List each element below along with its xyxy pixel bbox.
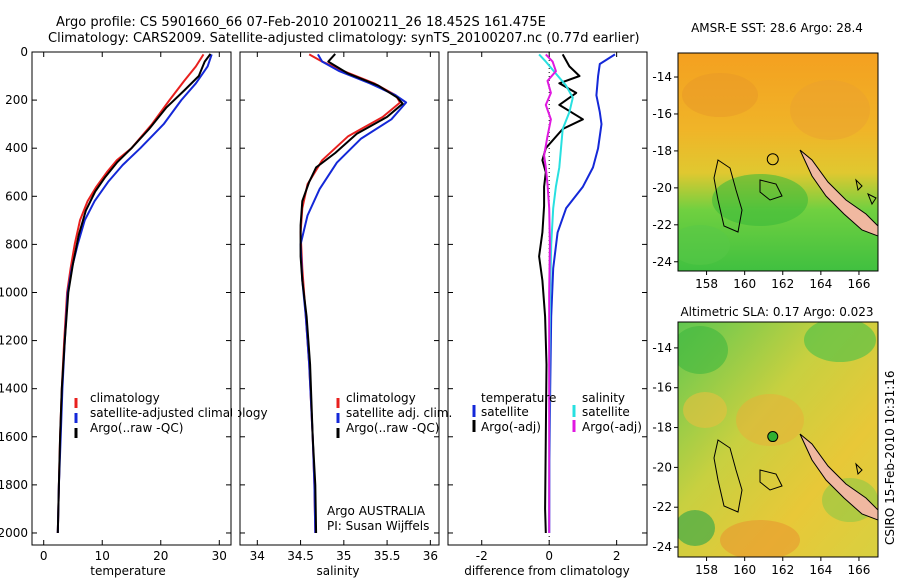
legend-argo-sal: Argo(..raw -QC) bbox=[346, 421, 439, 435]
sst-map-panel: AMSR-E SST: 28.6 Argo: 28.4 158 160 162 164… bbox=[652, 21, 879, 291]
map-x-tick-label: 164 bbox=[809, 277, 832, 291]
sla-map-title: Altimetric SLA: 0.17 Argo: 0.023 bbox=[680, 305, 873, 319]
x-tick-label: 20 bbox=[153, 549, 168, 563]
legend-sal-satellite: satellite bbox=[582, 405, 630, 419]
y-tick-label: 1800 bbox=[0, 478, 28, 492]
header-line2: Climatology: CARS2009. Satellite-adjuste… bbox=[48, 31, 640, 46]
series-line-temperature-argo bbox=[538, 53, 584, 534]
legend-climatology-sal: climatology bbox=[346, 391, 416, 405]
map-y-tick-label: -24 bbox=[652, 255, 672, 269]
series-line-climatology bbox=[299, 53, 402, 534]
legend-temp-argo: Argo(-adj) bbox=[481, 420, 541, 434]
y-tick-label: 1600 bbox=[0, 430, 28, 444]
map-y-tick-label: -16 bbox=[652, 107, 672, 121]
map-y-tick-label: -20 bbox=[652, 460, 672, 474]
legend-climatology: climatology bbox=[90, 391, 160, 405]
series-line-satellite bbox=[299, 53, 408, 534]
temperature-xlabel: temperature bbox=[90, 564, 165, 578]
salinity-axes-frame bbox=[239, 51, 440, 546]
difference-xlabel: difference from climatology bbox=[464, 564, 630, 578]
y-tick-label: 800 bbox=[5, 237, 28, 251]
map-x-tick-label: 162 bbox=[771, 277, 794, 291]
difference-axes-frame bbox=[447, 51, 648, 546]
map-x-tick-label: 164 bbox=[809, 563, 832, 577]
x-tick-label: 35 bbox=[336, 549, 351, 563]
y-tick-label: 200 bbox=[5, 93, 28, 107]
x-tick-label: 34 bbox=[250, 549, 265, 563]
argo-location-marker bbox=[766, 153, 779, 166]
header-line1: Argo profile: CS 5901660_66 07-Feb-2010 … bbox=[56, 15, 546, 30]
map-y-tick-label: -20 bbox=[652, 181, 672, 195]
temperature-panel: 0 10 20 30 0 200 400 600 800 1000 1200 1400 1600 1800… bbox=[0, 45, 268, 578]
map-y-tick-label: -18 bbox=[652, 421, 672, 435]
series-line-satellite bbox=[56, 54, 213, 534]
x-tick-label: 2 bbox=[613, 549, 621, 563]
argo-location-marker-sla bbox=[767, 431, 779, 443]
map-y-tick-label: -14 bbox=[652, 70, 672, 84]
difference-panel: -2 0 2 difference from climatology tempera… bbox=[447, 51, 648, 578]
temperature-legend: climatology satellite-adjusted climatolo… bbox=[74, 391, 268, 438]
pi-name: PI: Susan Wijffels bbox=[327, 519, 429, 533]
map-x-tick-label: 160 bbox=[733, 563, 756, 577]
legend-satellite: satellite-adjusted climatology bbox=[90, 406, 268, 420]
x-tick-label: 35.5 bbox=[374, 549, 401, 563]
x-tick-label: 30 bbox=[212, 549, 227, 563]
side-stamp: CSIRO 15-Feb-2010 10:31:16 bbox=[883, 370, 897, 545]
sla-map-panel: Altimetric SLA: 0.17 Argo: 0.023 158 160 1… bbox=[652, 305, 879, 577]
map-x-tick-label: 160 bbox=[733, 277, 756, 291]
legend-temp-satellite: satellite bbox=[481, 405, 529, 419]
map-x-tick-label: 158 bbox=[695, 563, 718, 577]
map-y-tick-label: -24 bbox=[652, 540, 672, 554]
y-tick-label: 1400 bbox=[0, 382, 28, 396]
legend-argo: Argo(..raw -QC) bbox=[90, 421, 183, 435]
map-y-tick-label: -16 bbox=[652, 381, 672, 395]
y-tick-label: 2000 bbox=[0, 526, 28, 540]
y-tick-label: 1000 bbox=[0, 285, 28, 299]
series-line-argo bbox=[299, 53, 404, 534]
y-tick-label: 600 bbox=[5, 189, 28, 203]
x-tick-label: 34.5 bbox=[287, 549, 314, 563]
map-y-tick-label: -14 bbox=[652, 341, 672, 355]
new-caledonia-outline bbox=[799, 149, 878, 237]
argo-country: Argo AUSTRALIA bbox=[327, 504, 426, 518]
x-tick-label: 0 bbox=[545, 549, 553, 563]
map-y-tick-label: -18 bbox=[652, 144, 672, 158]
legend-temperature-heading: temperature bbox=[481, 391, 556, 405]
x-tick-label: 36 bbox=[423, 549, 438, 563]
series-line-salinity-argo bbox=[543, 53, 557, 533]
temperature-axes-frame bbox=[31, 51, 232, 546]
series-line-argo bbox=[56, 53, 212, 534]
y-tick-label: 400 bbox=[5, 141, 28, 155]
island-outline bbox=[713, 159, 743, 233]
legend-sal-argo: Argo(-adj) bbox=[582, 420, 642, 434]
map-x-tick-label: 166 bbox=[847, 277, 870, 291]
map-x-tick-label: 166 bbox=[847, 563, 870, 577]
legend-satellite-sal: satellite adj. clim. bbox=[346, 406, 452, 420]
salinity-legend: climatology satellite adj. clim. Argo(..… bbox=[336, 391, 452, 438]
salinity-panel: 34 34.5 35 35.5 36 salinity climatology sate… bbox=[239, 51, 452, 578]
x-tick-label: -2 bbox=[476, 549, 488, 563]
x-tick-label: 10 bbox=[95, 549, 110, 563]
difference-legend: temperature satellite Argo(-adj) salinit… bbox=[472, 391, 642, 434]
series-line-climatology bbox=[56, 53, 205, 534]
series-line-temperature-satellite bbox=[548, 53, 616, 534]
map-x-tick-label: 158 bbox=[695, 277, 718, 291]
x-tick-label: 0 bbox=[40, 549, 48, 563]
y-tick-label: 1200 bbox=[0, 334, 28, 348]
series-line-salinity-satellite bbox=[538, 53, 574, 534]
map-y-tick-label: -22 bbox=[652, 500, 672, 514]
salinity-xlabel: salinity bbox=[316, 564, 359, 578]
map-x-tick-label: 162 bbox=[771, 563, 794, 577]
y-tick-label: 0 bbox=[20, 45, 28, 59]
sst-map-title: AMSR-E SST: 28.6 Argo: 28.4 bbox=[691, 21, 863, 35]
sst-map-frame bbox=[677, 52, 879, 272]
map-y-tick-label: -22 bbox=[652, 218, 672, 232]
legend-salinity-heading: salinity bbox=[582, 391, 625, 405]
sla-map-frame bbox=[677, 321, 879, 558]
